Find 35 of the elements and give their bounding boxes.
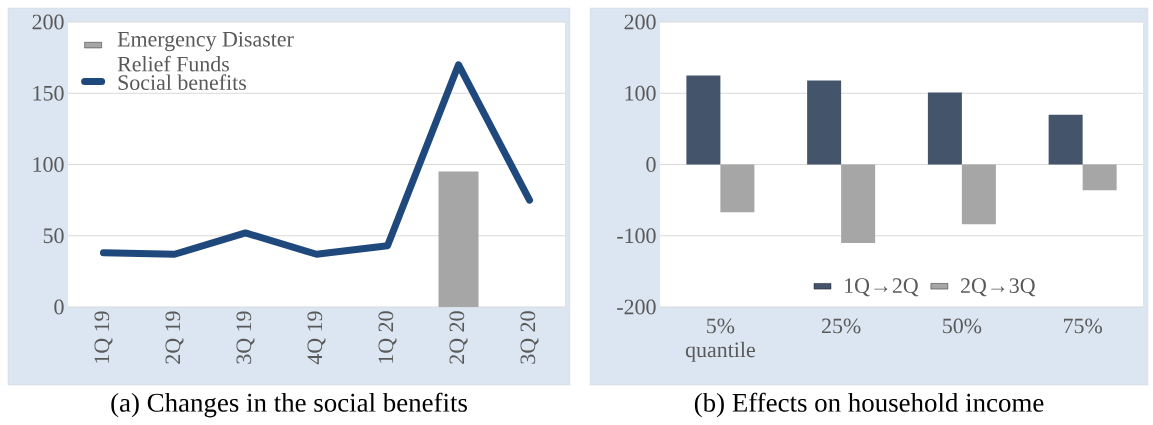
y-tick-label: 150 xyxy=(33,85,64,101)
y-tick-label: -100 xyxy=(617,228,656,244)
text: (a) Changes in the social benefits xyxy=(111,392,467,418)
y-tick-label: 100 xyxy=(33,157,64,172)
x-tick-label: 3Q 19 xyxy=(236,311,255,364)
x-tick-label: 1Q 20 xyxy=(378,311,397,363)
x-tick-label: 50% xyxy=(943,318,982,334)
legend-label: Social benefits xyxy=(118,74,246,90)
bar xyxy=(927,92,962,165)
bar xyxy=(1048,114,1083,165)
legend-label: 2Q→3Q xyxy=(961,278,1036,297)
x-tick-label: 5% quantile xyxy=(685,318,755,362)
x-tick-label: 4Q 19 xyxy=(307,311,326,365)
bar xyxy=(841,164,876,243)
x-tick-label: 2Q 20 xyxy=(449,311,468,364)
x-tick-label: 1Q 19 xyxy=(94,311,113,363)
bar xyxy=(961,164,996,225)
legend-label: 1Q→2Q xyxy=(845,278,919,297)
x-tick-label: 3Q 20 xyxy=(520,311,539,364)
y-tick-label: 200 xyxy=(32,14,64,30)
legend-label: Emergency Disaster Relief Funds xyxy=(117,31,294,72)
y-tick-label: -200 xyxy=(617,299,656,315)
bar xyxy=(807,80,842,165)
y-tick-label: 50 xyxy=(43,228,64,244)
y-tick-label: 0 xyxy=(54,299,64,315)
x-tick-label: 75% xyxy=(1063,318,1102,334)
bar xyxy=(686,75,721,165)
bar xyxy=(720,164,755,213)
y-tick-label: 200 xyxy=(624,14,656,30)
x-tick-label: 25% xyxy=(822,318,861,334)
x-tick-label: 2Q 19 xyxy=(165,311,184,364)
y-tick-label: 100 xyxy=(625,85,656,101)
text: (b) Effects on household income xyxy=(694,392,1044,418)
bar xyxy=(1082,164,1117,191)
y-tick-label: 0 xyxy=(646,157,656,172)
